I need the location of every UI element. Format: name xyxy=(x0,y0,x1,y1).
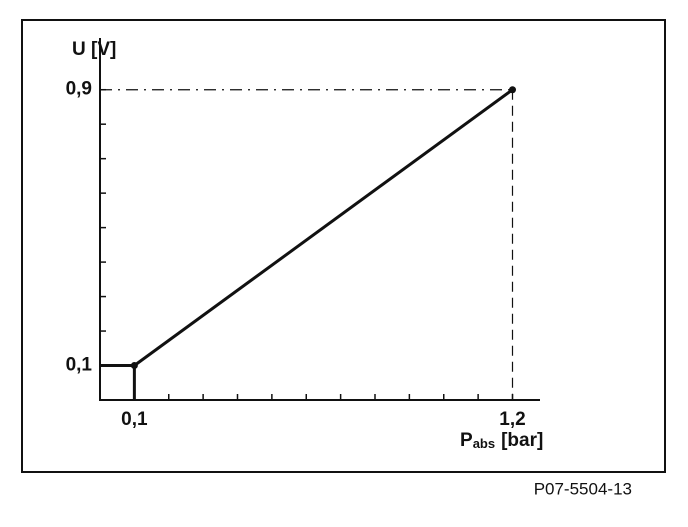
y-tick-label: 0,1 xyxy=(66,355,93,376)
x-axis-label: Pabs [bar] xyxy=(460,430,543,451)
x-label-sub: abs xyxy=(473,436,495,451)
y-axis-label: U [V] xyxy=(72,39,116,60)
y-tick-label: 0,9 xyxy=(66,79,92,100)
x-tick-label: 0,1 xyxy=(121,409,148,430)
data-line xyxy=(133,88,514,367)
figure-code: P07-5504-13 xyxy=(534,479,632,498)
frame xyxy=(21,19,666,473)
data-point xyxy=(509,86,516,94)
x-label-main: P xyxy=(460,430,473,451)
data-point xyxy=(130,362,138,370)
x-label-unit: [bar] xyxy=(501,430,543,451)
x-tick-label: 1,2 xyxy=(499,409,525,430)
